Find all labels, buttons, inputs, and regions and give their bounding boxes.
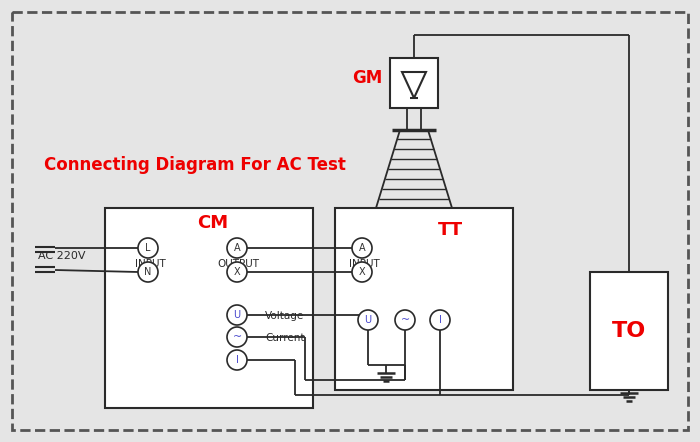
- Circle shape: [138, 262, 158, 282]
- Circle shape: [352, 262, 372, 282]
- Text: I: I: [439, 315, 442, 325]
- Text: GM: GM: [351, 69, 382, 87]
- Text: U: U: [233, 310, 241, 320]
- Circle shape: [227, 305, 247, 325]
- Text: L: L: [146, 243, 150, 253]
- Circle shape: [227, 238, 247, 258]
- Text: AC 220V: AC 220V: [38, 251, 85, 261]
- Circle shape: [395, 310, 415, 330]
- Text: Connecting Diagram For AC Test: Connecting Diagram For AC Test: [44, 156, 346, 174]
- Bar: [335, 208, 513, 390]
- Circle shape: [358, 310, 378, 330]
- Bar: [390, 58, 438, 108]
- Circle shape: [227, 350, 247, 370]
- Text: Voltage: Voltage: [265, 311, 304, 321]
- Text: ~: ~: [400, 315, 410, 325]
- Text: A: A: [234, 243, 240, 253]
- Text: U: U: [365, 315, 372, 325]
- Text: TO: TO: [612, 321, 646, 341]
- Text: X: X: [234, 267, 240, 277]
- Text: INPUT: INPUT: [134, 259, 165, 269]
- Circle shape: [138, 238, 158, 258]
- Text: OUTPUT: OUTPUT: [217, 259, 259, 269]
- Text: INPUT: INPUT: [349, 259, 379, 269]
- Text: A: A: [358, 243, 365, 253]
- Circle shape: [227, 327, 247, 347]
- Circle shape: [352, 238, 372, 258]
- Text: CM: CM: [197, 214, 229, 232]
- Text: N: N: [144, 267, 152, 277]
- Text: TT: TT: [438, 221, 463, 239]
- Text: ~: ~: [232, 332, 241, 342]
- Text: I: I: [236, 355, 239, 365]
- Circle shape: [430, 310, 450, 330]
- Circle shape: [227, 262, 247, 282]
- Bar: [590, 272, 668, 390]
- Bar: [105, 208, 313, 408]
- Text: Current: Current: [265, 333, 304, 343]
- Text: X: X: [358, 267, 365, 277]
